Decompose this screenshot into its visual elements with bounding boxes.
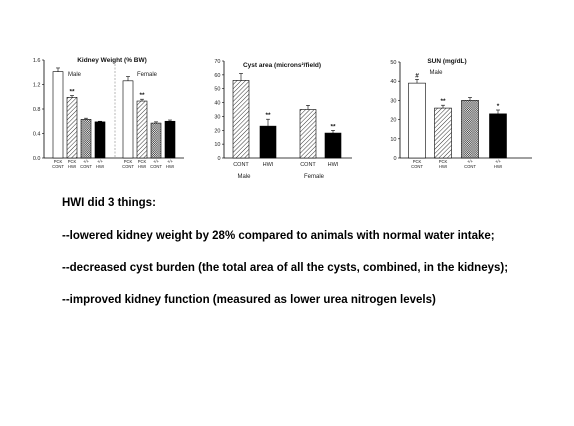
- sun-chart: SUN (mg/dL)01020304050#PCKCONT**PCKHWI+/…: [390, 58, 532, 169]
- y-tick-label: 20: [390, 118, 396, 124]
- bar: [150, 122, 162, 159]
- category-label: CONT: [150, 164, 162, 169]
- category-label: +/+: [97, 159, 104, 164]
- significance-label: **: [139, 92, 145, 99]
- cyst-area-chart: Cyst area (microns²/field) 0 10 20 30 40 50 60 7…: [214, 59, 352, 180]
- significance-label: **: [330, 123, 336, 130]
- bar: [164, 120, 176, 159]
- chart-title: Cyst area (microns²/field): [243, 62, 321, 69]
- category-label: HWI: [166, 164, 174, 169]
- y-tick-label: 20: [214, 128, 220, 134]
- y-tick-label: 0: [393, 156, 396, 162]
- y-tick-label: 50: [390, 60, 396, 66]
- y-tick-label: 40: [390, 79, 396, 85]
- category-label: CONT: [80, 164, 92, 169]
- panel-label: Male: [429, 70, 443, 76]
- chart-title: SUN (mg/dL): [427, 58, 466, 65]
- panel-label: Female: [304, 174, 325, 180]
- charts-area: Kidney Weight (% BW) 0.0 0.4 0.8 1.2 1.6 PCK CO…: [0, 0, 574, 190]
- panel-label: Male: [237, 174, 251, 180]
- category-label: PCK: [138, 159, 147, 164]
- category-label: +/+: [467, 159, 474, 164]
- category-label: CONT: [464, 164, 476, 169]
- bar: [259, 125, 277, 159]
- bar: [434, 107, 452, 159]
- summary-heading: HWI did 3 things:: [62, 197, 156, 209]
- bar: [122, 80, 134, 159]
- kidney-weight-chart: Kidney Weight (% BW)0.00.40.81.21.6PCKCO…: [33, 57, 184, 169]
- y-tick-label: 60: [214, 73, 220, 79]
- bar: [232, 80, 250, 159]
- y-tick-label: 50: [214, 87, 220, 93]
- bar: [299, 109, 317, 159]
- category-label: PCK: [54, 159, 63, 164]
- y-tick-label: 30: [214, 114, 220, 120]
- summary-point-1: --lowered kidney weight by 28% compared …: [62, 230, 495, 242]
- significance-label: **: [69, 89, 75, 96]
- category-label: +/+: [167, 159, 174, 164]
- category-label: CONT: [411, 164, 423, 169]
- category-label: PCK: [124, 159, 133, 164]
- category-label: +/+: [153, 159, 160, 164]
- category-label: HWI: [68, 164, 76, 169]
- y-tick-label: 40: [214, 101, 220, 107]
- significance-label: *: [497, 103, 500, 110]
- category-label: CONT: [52, 164, 64, 169]
- y-tick-label: 1.6: [33, 58, 41, 64]
- y-tick-label: 0.4: [33, 132, 41, 138]
- significance-label: #: [415, 72, 419, 79]
- bar: [324, 132, 342, 159]
- y-tick-label: 0.0: [33, 156, 41, 162]
- bar: [461, 100, 479, 159]
- summary-point-3: --improved kidney function (measured as …: [62, 294, 436, 306]
- category-label: CONT: [300, 162, 316, 168]
- y-tick-label: 0.8: [33, 107, 41, 113]
- category-label: CONT: [122, 164, 134, 169]
- panel-label: Female: [137, 72, 158, 78]
- bar: [408, 82, 426, 159]
- bar: [66, 97, 78, 159]
- y-tick-label: 10: [390, 137, 396, 143]
- bar: [80, 119, 92, 159]
- summary-text: HWI did 3 things: --lowered kidney weigh…: [62, 197, 562, 307]
- y-tick-label: 10: [214, 142, 220, 148]
- bar: [94, 121, 106, 159]
- category-label: PCK: [439, 159, 448, 164]
- category-label: HWI: [439, 164, 447, 169]
- category-label: HWI: [328, 162, 339, 168]
- category-label: PCK: [413, 159, 422, 164]
- significance-label: **: [440, 98, 446, 105]
- y-tick-label: 0: [217, 156, 220, 162]
- category-label: PCK: [68, 159, 77, 164]
- significance-label: **: [265, 112, 271, 119]
- category-label: +/+: [83, 159, 90, 164]
- bar: [489, 113, 507, 159]
- category-label: HWI: [138, 164, 146, 169]
- category-label: HWI: [96, 164, 104, 169]
- category-label: HWI: [263, 162, 274, 168]
- bar: [136, 100, 148, 159]
- category-label: HWI: [494, 164, 502, 169]
- chart-title: Kidney Weight (% BW): [77, 57, 147, 64]
- panel-label: Male: [68, 72, 82, 78]
- y-tick-label: 30: [390, 98, 396, 104]
- category-label: +/+: [495, 159, 502, 164]
- y-tick-label: 1.2: [33, 83, 41, 89]
- y-tick-label: 70: [214, 59, 220, 65]
- summary-point-2: --decreased cyst burden (the total area …: [62, 262, 509, 274]
- category-label: CONT: [233, 162, 249, 168]
- bar: [52, 71, 64, 159]
